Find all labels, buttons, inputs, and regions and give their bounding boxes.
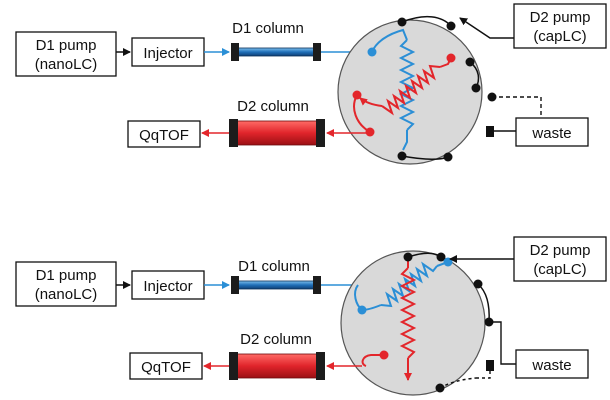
waste-box: waste	[515, 117, 589, 147]
injector-label: Injector	[143, 45, 192, 62]
d2-pump-label: D2 pump	[530, 242, 591, 259]
injector-box: Injector	[131, 37, 205, 67]
waste-label: waste	[531, 357, 571, 374]
qqtof-box: QqTOF	[129, 352, 203, 380]
blue-loop-lead-bottom	[402, 130, 408, 151]
d2-column	[229, 119, 325, 147]
injector-label: Injector	[143, 278, 192, 295]
red-loop-lead-left	[359, 97, 383, 107]
injector-box: Injector	[131, 270, 205, 300]
panel-bottom: D1 pump (nanoLC) Injector D1 column D2 c…	[15, 236, 607, 396]
d2-column	[229, 352, 325, 380]
qqtof-label: QqTOF	[139, 127, 189, 144]
waste-box: waste	[515, 349, 589, 379]
d1-column	[231, 43, 321, 61]
d1-pump-sublabel: (nanoLC)	[35, 56, 98, 73]
d1-pump-sublabel: (nanoLC)	[35, 286, 98, 303]
arrow-d2-pump-to-valve	[459, 17, 514, 39]
panel-top: D1 pump (nanoLC) Injector D1 column D2 c…	[15, 3, 607, 165]
valve-connector-bottom	[439, 377, 477, 389]
d1-column-label: D1 column	[232, 20, 304, 37]
d2-column-label: D2 column	[240, 331, 312, 348]
d1-column	[231, 276, 321, 294]
d2-column-label: D2 column	[237, 98, 309, 115]
red-line-valve-exit	[361, 354, 384, 367]
waste-line-dashed	[492, 96, 542, 118]
d2-pump-box: D2 pump (capLC)	[513, 236, 607, 282]
blue-loop-coil	[398, 39, 416, 131]
waste-line-solid	[489, 321, 516, 365]
red-loop-coil	[399, 267, 417, 359]
red-loop-coil	[381, 64, 441, 116]
qqtof-label: QqTOF	[141, 359, 191, 376]
waste-line-dashed	[476, 371, 491, 379]
d1-pump-label: D1 pump	[36, 37, 97, 54]
d1-pump-box: D1 pump (nanoLC)	[15, 31, 117, 77]
d2-pump-box: D2 pump (capLC)	[513, 3, 607, 49]
switching-valve	[340, 250, 486, 396]
d2-pump-sublabel: (capLC)	[533, 261, 586, 278]
d1-column-label: D1 column	[238, 258, 310, 275]
blue-loop-coil	[380, 261, 438, 308]
valve-ports	[352, 17, 497, 162]
d2-pump-sublabel: (capLC)	[533, 28, 586, 45]
qqtof-box: QqTOF	[127, 120, 201, 148]
d2-pump-label: D2 pump	[530, 9, 591, 26]
d1-pump-label: D1 pump	[36, 267, 97, 284]
waste-label: waste	[531, 125, 571, 142]
d1-pump-box: D1 pump (nanoLC)	[15, 261, 117, 307]
